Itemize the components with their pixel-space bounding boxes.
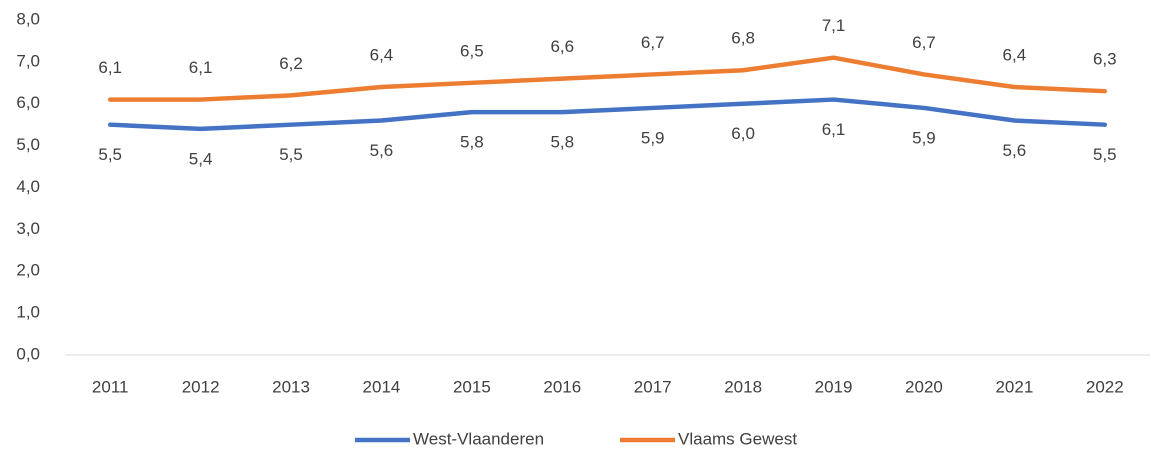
data-label: 5,6 [1003,141,1027,160]
legend-label: Vlaams Gewest [678,429,797,448]
data-label: 5,5 [98,145,122,164]
y-tick-label: 6,0 [16,93,40,112]
data-label: 6,1 [822,120,846,139]
y-tick-label: 5,0 [16,135,40,154]
x-tick-label: 2021 [995,377,1033,396]
y-tick-label: 4,0 [16,177,40,196]
x-tick-label: 2015 [453,377,491,396]
x-tick-label: 2014 [363,377,401,396]
data-label: 6,1 [98,58,122,77]
data-label: 6,5 [460,41,484,60]
x-tick-label: 2019 [815,377,853,396]
x-tick-label: 2016 [543,377,581,396]
y-tick-label: 0,0 [16,344,40,363]
x-tick-label: 2017 [634,377,672,396]
data-label: 5,9 [912,128,936,147]
data-label: 5,9 [641,128,665,147]
data-label: 6,7 [641,33,665,52]
y-tick-label: 2,0 [16,261,40,280]
x-tick-label: 2011 [92,377,129,396]
y-tick-label: 3,0 [16,219,40,238]
data-label: 5,8 [460,133,484,152]
data-label: 5,8 [550,133,574,152]
x-tick-label: 2012 [182,377,220,396]
x-tick-label: 2020 [905,377,943,396]
data-label: 6,2 [279,54,303,73]
y-tick-label: 7,0 [16,51,40,70]
data-label: 6,4 [1003,45,1027,64]
data-label: 5,4 [189,149,213,168]
data-label: 5,5 [279,145,303,164]
series-line [107,97,1108,132]
x-tick-label: 2018 [724,377,762,396]
data-label: 6,7 [912,33,936,52]
data-label: 6,6 [550,37,574,56]
data-label: 6,1 [189,58,213,77]
data-label: 5,5 [1093,145,1117,164]
y-tick-label: 8,0 [16,9,40,28]
y-tick-label: 1,0 [16,303,40,322]
series-line [107,55,1108,102]
x-tick-label: 2013 [272,377,310,396]
data-label: 6,4 [370,45,394,64]
legend-label: West-Vlaanderen [413,429,544,448]
data-label: 6,8 [731,29,755,48]
data-label: 7,1 [822,16,846,35]
data-label: 5,6 [370,141,394,160]
x-tick-label: 2022 [1086,377,1124,396]
data-label: 6,0 [731,124,755,143]
data-label: 6,3 [1093,50,1117,69]
